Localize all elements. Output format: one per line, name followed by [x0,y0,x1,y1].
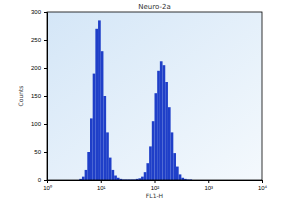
x-tick: 10² [151,180,160,191]
histogram-bar [141,177,144,180]
histogram-bar [106,132,109,180]
histogram-bar [87,152,90,180]
y-tick: 100 [31,121,47,127]
x-tick: 10¹ [97,180,106,191]
histogram-bar [93,74,96,180]
histogram-bar [171,132,174,180]
histogram-bar [114,176,117,180]
y-axis: 0 50 100 150 200 250 300 [31,9,48,183]
x-tick: 10³ [204,180,213,191]
histogram-bar [149,146,152,180]
y-tick: 50 [34,149,47,155]
x-axis-line [48,181,263,184]
y-tick-label: 0 [38,177,42,183]
title: Neuro-2a [138,3,170,11]
histogram-bar [157,71,160,180]
histogram-bar [109,158,112,180]
y-tick: 200 [31,65,47,71]
histogram-bar [101,51,104,180]
histogram-bar [160,61,163,180]
histogram-bar [98,20,101,180]
y-tick: 150 [31,93,47,99]
plot: 10⁰ 10¹ 10² 10³ 10⁴ 0 50 100 150 200 250 300 [31,9,268,190]
x-tick-label: 10¹ [97,185,106,191]
plot-frame [47,12,262,180]
histogram-bar [173,153,176,180]
y-tick-mark [44,96,47,97]
x-axis-title: FL1-H [146,192,163,199]
y-tick-label: 200 [31,65,42,71]
histogram-bar [112,170,115,180]
y-tick-label: 250 [31,37,42,43]
histogram-bar [163,65,166,180]
histogram-bar [152,121,155,180]
y-tick-mark [44,180,47,181]
x-tick-label: 10² [151,185,160,191]
x-tick-label: 10³ [204,185,213,191]
y-tick-label: 300 [31,9,42,15]
histogram-bar [155,93,158,180]
x-axis: 10⁰ 10¹ 10² 10³ 10⁴ [43,180,267,191]
histogram-bar [103,96,106,180]
x-tick-mark [208,180,209,183]
x-tick-label: 10⁴ [258,185,268,191]
histogram-bar [85,170,88,180]
y-tick-label: 50 [34,149,41,155]
x-tick-mark [262,180,263,183]
y-tick: 0 [38,177,47,183]
y-tick-label: 100 [31,121,42,127]
x-tick-label: 10⁰ [43,184,52,191]
y-tick-mark [44,40,47,41]
histogram-bar [176,167,179,180]
histogram-bar [82,177,85,180]
histogram-bar [179,174,182,180]
y-axis-line [44,13,48,181]
histogram-bar [168,107,171,180]
bars [79,20,192,180]
x-tick: 10⁴ [258,180,268,191]
x-tick-mark [155,180,156,183]
histogram-bar [90,118,93,180]
y-tick-mark [44,68,47,69]
y-tick-mark [44,124,47,125]
x-tick-mark [101,180,102,183]
y-tick-mark [44,12,47,13]
histogram-bar [144,172,147,180]
y-tick: 300 [31,9,47,15]
y-tick-label: 150 [31,93,42,99]
histogram-bar [95,29,98,180]
x-tick: 10⁰ [43,180,52,191]
histogram-bar [146,163,149,180]
y-tick-mark [44,152,47,153]
plot-background [47,12,262,180]
histogram-bar [165,82,168,180]
y-tick: 250 [31,37,47,43]
y-axis-title: Counts [17,86,24,107]
chart: 10⁰ 10¹ 10² 10³ 10⁴ 0 50 100 150 200 250 300 Neuro-2… [0,0,300,200]
